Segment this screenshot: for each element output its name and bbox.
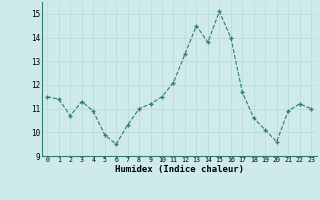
X-axis label: Humidex (Indice chaleur): Humidex (Indice chaleur)	[115, 165, 244, 174]
